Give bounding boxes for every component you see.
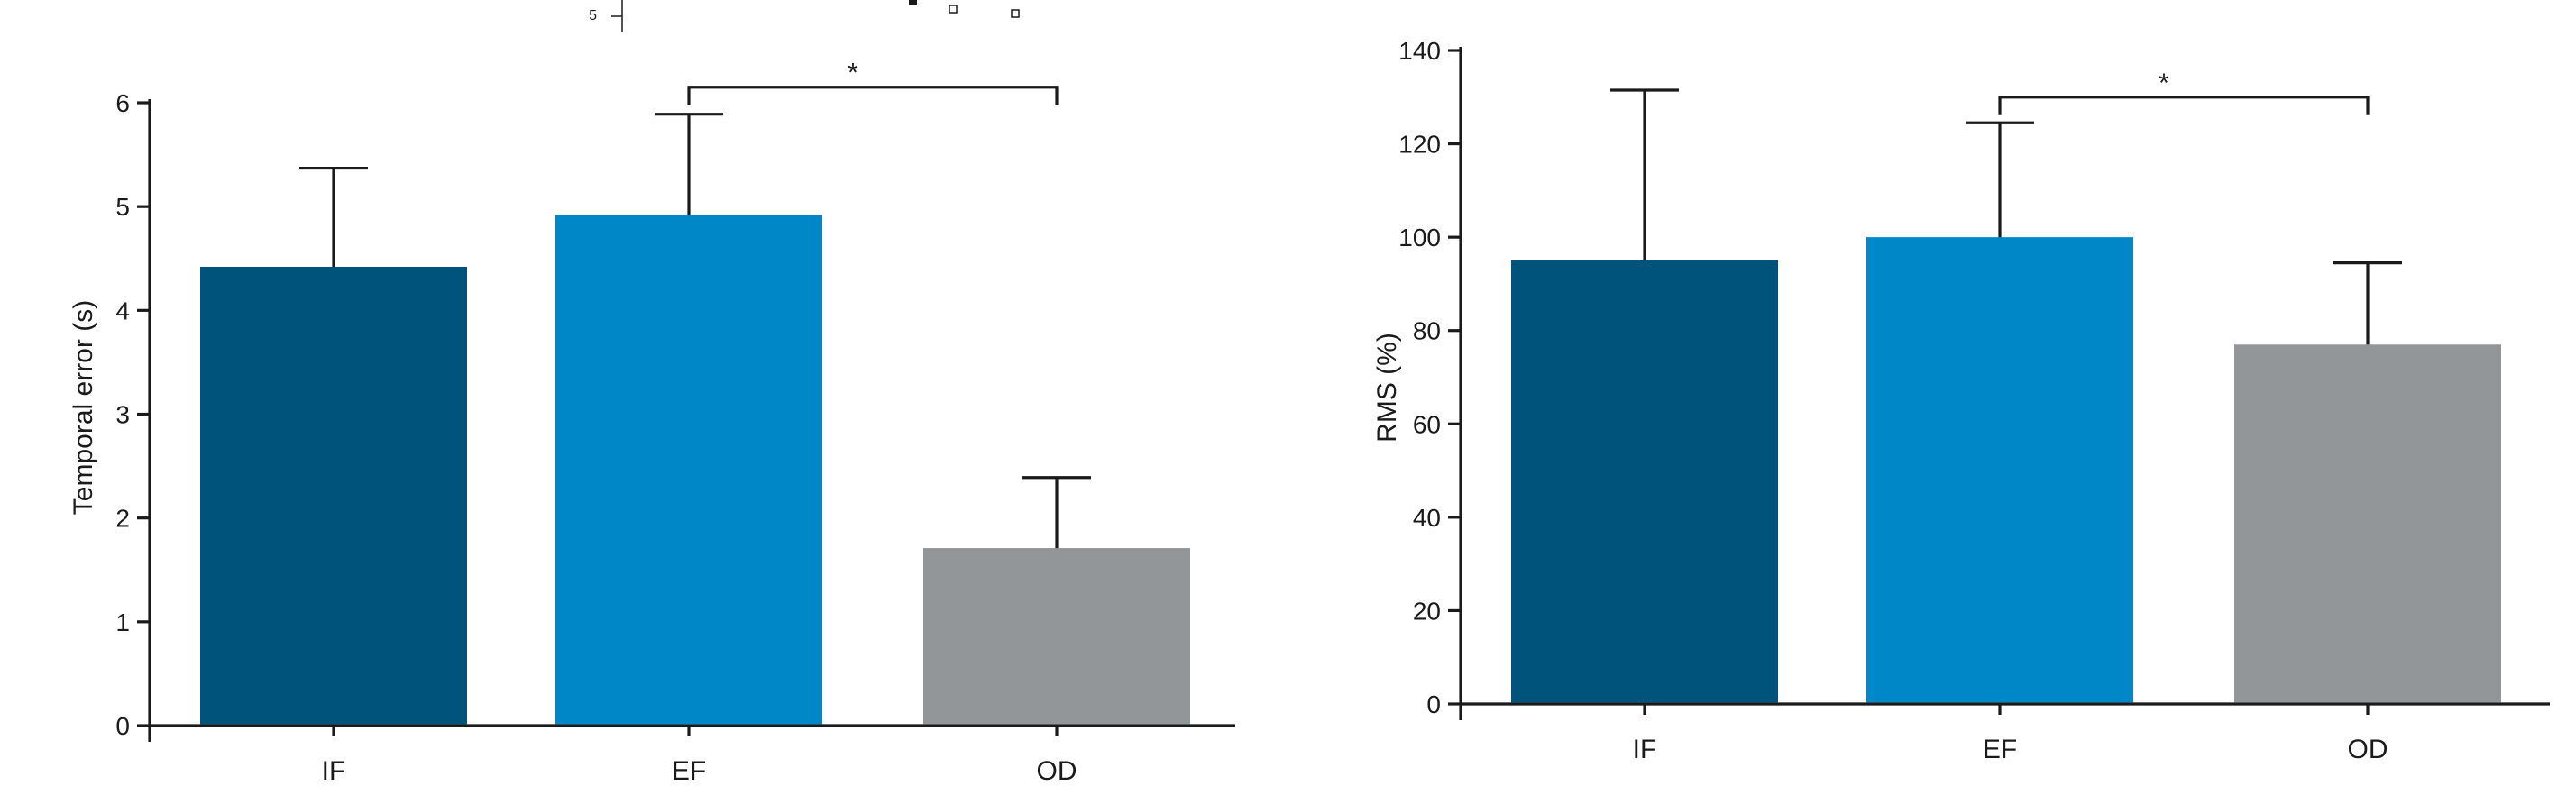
cropped-top-remnant: 5 [589, 0, 1020, 32]
temporal-category-label-ef: EF [672, 756, 706, 786]
corner-marker-open-1 [949, 5, 958, 14]
temporal-y-tick-label-0: 0 [115, 712, 130, 740]
rms-bar-ef [1866, 237, 2133, 703]
rms-bar-if [1511, 260, 1778, 703]
corner-marker-open-2 [1011, 9, 1020, 18]
rms-category-label-if: IF [1633, 735, 1657, 764]
rms-category-label-ef: EF [1983, 735, 2017, 764]
temporal-y-tick-label-5: 5 [115, 193, 130, 221]
rms-y-tick-label-80: 80 [1413, 317, 1441, 345]
temporal-y-tick-label-1: 1 [115, 608, 130, 636]
temporal-category-label-if: IF [322, 756, 346, 786]
rms-y-tick-label-120: 120 [1398, 131, 1441, 159]
rms-chart: RMS (%) 0 20 40 60 80 100 120 140 IF EF OD * [1372, 37, 2550, 764]
rms-significance-label: * [2159, 69, 2169, 98]
rms-y-tick-label-140: 140 [1398, 37, 1441, 65]
temporal-y-tick-label-4: 4 [115, 297, 130, 324]
temporal-y-tick-label-6: 6 [115, 89, 130, 117]
temporal-bar-if [200, 266, 467, 725]
temporal-significance-label: * [848, 59, 858, 88]
rms-y-axis-title: RMS (%) [1372, 333, 1402, 443]
rms-y-tick-label-100: 100 [1398, 224, 1441, 251]
temporal-error-chart: Temporal error (s) 0 1 2 3 4 5 6 IF EF OD * [69, 59, 1235, 786]
temporal-significance-bracket [687, 86, 1059, 105]
corner-tick-label: 5 [589, 8, 597, 23]
temporal-bar-ef [555, 215, 822, 725]
rms-y-tick-label-20: 20 [1413, 597, 1441, 625]
temporal-bar-od [923, 548, 1190, 725]
temporal-y-tick-label-3: 3 [115, 401, 130, 429]
rms-y-tick-label-40: 40 [1413, 504, 1441, 532]
temporal-y-tick-label-2: 2 [115, 505, 130, 533]
rms-bar-od [2234, 344, 2501, 703]
temporal-category-label-od: OD [1037, 756, 1077, 786]
rms-y-tick-label-0: 0 [1426, 690, 1441, 718]
temporal-y-axis-title: Temporal error (s) [69, 300, 98, 515]
rms-y-tick-label-60: 60 [1413, 410, 1441, 438]
corner-marker-filled [909, 0, 917, 5]
rms-category-label-od: OD [2348, 735, 2388, 764]
rms-significance-bracket [1998, 96, 2370, 115]
